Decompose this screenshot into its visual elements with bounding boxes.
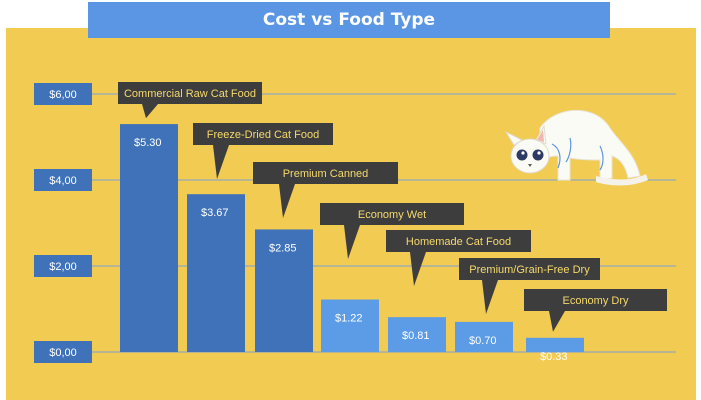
chart-title: Cost vs Food Type [88,2,610,38]
y-tick-box [34,83,92,105]
y-tick-box [34,169,92,191]
category-label-box [524,289,667,311]
y-tick-label: $2,00 [49,261,77,273]
y-tick-label: $0,00 [49,347,77,359]
y-tick-label: $6,00 [49,89,77,101]
category-label-pointer [213,145,229,179]
category-label-box [386,230,531,252]
bar-value-label: $3.67 [201,207,229,219]
category-label-pointer [142,104,158,119]
category-label-box [459,258,600,280]
category-label: Commercial Raw Cat Food [124,88,256,100]
bar-value-label: $0.33 [540,351,568,363]
category-label-box [118,82,262,104]
bar [187,194,245,352]
bar [321,299,379,352]
category-label-pointer [279,184,295,218]
y-tick-label: $4,00 [49,175,77,187]
bar-value-label: $2.85 [269,242,297,254]
category-label-pointer [410,252,426,286]
category-label: Homemade Cat Food [406,236,511,248]
bar [255,229,313,352]
bar-value-label: $1.22 [335,313,363,325]
category-label: Premium Canned [283,168,369,180]
bar-value-label: $5.30 [134,137,162,149]
category-label-box [193,123,333,145]
category-label: Freeze-Dried Cat Food [207,129,320,141]
category-label-box [253,162,398,184]
bar-value-label: $0.70 [469,335,497,347]
bar [455,321,513,352]
category-label-box [320,203,464,225]
category-label: Economy Dry [562,295,629,307]
category-label: Economy Wet [358,209,426,221]
category-label: Premium/Grain-Free Dry [469,264,590,276]
bar-value-label: $0.81 [402,330,430,342]
category-label-pointer [344,225,360,259]
bar [388,317,446,352]
category-label-pointer [482,280,498,314]
cat-illustration [504,109,648,186]
bar [120,124,178,352]
bar [526,337,584,352]
category-label-pointer [549,311,565,332]
y-tick-box [34,255,92,277]
y-tick-box [34,341,92,363]
